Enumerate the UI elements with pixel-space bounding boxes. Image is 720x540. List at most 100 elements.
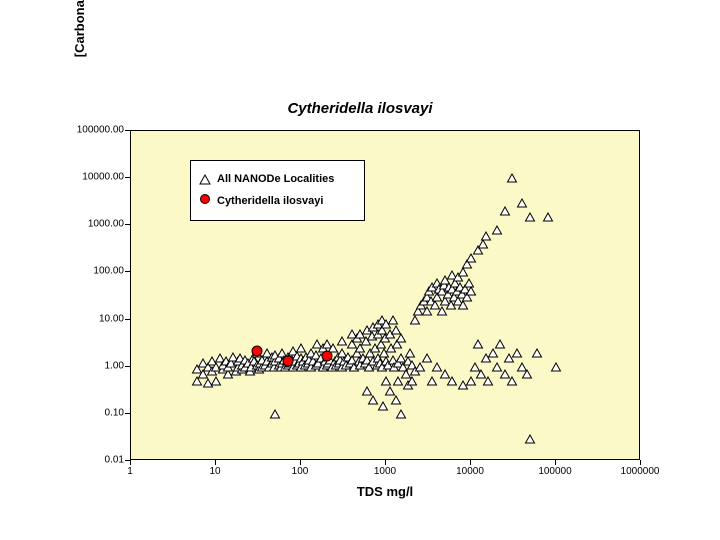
data-point xyxy=(379,348,390,358)
y-tick xyxy=(125,224,130,225)
data-point xyxy=(263,362,274,372)
data-point xyxy=(457,380,468,390)
data-point xyxy=(457,300,468,310)
data-point xyxy=(542,212,553,222)
legend: All NANODe Localities Cytheridella ilosv… xyxy=(190,160,365,221)
data-point xyxy=(285,358,296,368)
data-point xyxy=(266,352,277,362)
data-point xyxy=(282,352,293,362)
data-point xyxy=(192,376,203,386)
data-point xyxy=(275,362,286,372)
data-point xyxy=(363,362,374,372)
x-tick xyxy=(385,460,386,465)
data-point xyxy=(343,352,354,362)
data-point xyxy=(228,352,239,362)
data-point xyxy=(236,360,247,370)
data-point xyxy=(211,376,222,386)
data-point xyxy=(192,364,203,374)
y-tick-label: 1000.00 xyxy=(44,219,124,230)
data-point xyxy=(376,339,387,349)
data-point xyxy=(436,286,447,296)
data-point xyxy=(487,348,498,358)
data-point xyxy=(247,353,258,363)
data-point xyxy=(281,356,292,366)
data-point xyxy=(450,278,461,288)
data-point xyxy=(381,356,392,366)
data-point xyxy=(266,358,277,368)
data-point xyxy=(202,362,213,372)
data-point xyxy=(387,315,398,325)
data-point xyxy=(384,329,395,339)
data-point xyxy=(395,409,406,419)
data-point xyxy=(462,259,473,269)
data-point xyxy=(351,348,362,358)
data-point xyxy=(282,360,293,370)
y-tick-label: 10000.00 xyxy=(44,172,124,183)
data-point xyxy=(296,343,307,353)
data-point xyxy=(491,225,502,235)
data-point xyxy=(457,267,468,277)
x-tick-label: 1000 xyxy=(374,466,396,477)
data-point xyxy=(445,300,456,310)
data-point xyxy=(287,346,298,356)
data-point xyxy=(278,355,289,365)
data-point xyxy=(207,366,218,376)
data-point xyxy=(251,360,262,370)
data-point xyxy=(404,348,415,358)
data-point xyxy=(313,358,324,368)
y-axis-label-text: [Carbonate Alkalinity/Ca] meq xyxy=(72,0,87,57)
x-axis-label: TDS mg/l xyxy=(130,484,640,499)
data-point xyxy=(460,284,471,294)
data-point xyxy=(240,355,251,365)
data-point xyxy=(232,362,243,372)
data-point xyxy=(262,356,273,366)
data-point xyxy=(305,362,316,372)
data-point xyxy=(329,356,340,366)
data-point xyxy=(390,325,401,335)
data-point xyxy=(246,362,257,372)
data-point xyxy=(302,358,313,368)
data-point xyxy=(223,369,234,379)
data-point xyxy=(506,173,517,183)
data-point xyxy=(317,343,328,353)
data-point-highlight xyxy=(321,349,333,367)
data-point xyxy=(551,362,562,372)
data-point xyxy=(355,343,366,353)
data-point xyxy=(249,356,260,366)
data-point xyxy=(357,353,368,363)
data-point xyxy=(504,353,515,363)
data-point xyxy=(270,350,281,360)
data-point xyxy=(406,376,417,386)
data-point xyxy=(207,356,218,366)
data-point xyxy=(440,369,451,379)
data-point xyxy=(381,376,392,386)
data-point-highlight xyxy=(251,344,263,362)
y-axis-label: [Carbonate Alkalinity/Ca] meq xyxy=(72,0,92,130)
data-point xyxy=(220,356,231,366)
data-point xyxy=(387,355,398,365)
y-tick xyxy=(125,366,130,367)
data-point xyxy=(389,362,400,372)
plot-wrap: [Carbonate Alkalinity/Ca] meq TDS mg/l A… xyxy=(130,130,640,460)
x-tick-label: 10000 xyxy=(456,466,484,477)
data-point xyxy=(421,292,432,302)
legend-label: Cytheridella ilosvayi xyxy=(217,195,323,207)
data-point xyxy=(440,296,451,306)
data-point xyxy=(270,356,281,366)
data-point xyxy=(347,329,358,339)
data-point xyxy=(257,355,268,365)
data-point xyxy=(260,360,271,370)
data-point xyxy=(312,339,323,349)
data-point xyxy=(447,270,458,280)
data-point xyxy=(243,358,254,368)
data-point xyxy=(336,362,347,372)
data-point xyxy=(432,362,443,372)
data-point xyxy=(375,358,386,368)
x-tick xyxy=(470,460,471,465)
data-point xyxy=(430,300,441,310)
data-point xyxy=(310,350,321,360)
data-point xyxy=(217,360,228,370)
y-tick-label: 1.00 xyxy=(44,360,124,371)
data-point xyxy=(447,284,458,294)
data-point xyxy=(367,395,378,405)
